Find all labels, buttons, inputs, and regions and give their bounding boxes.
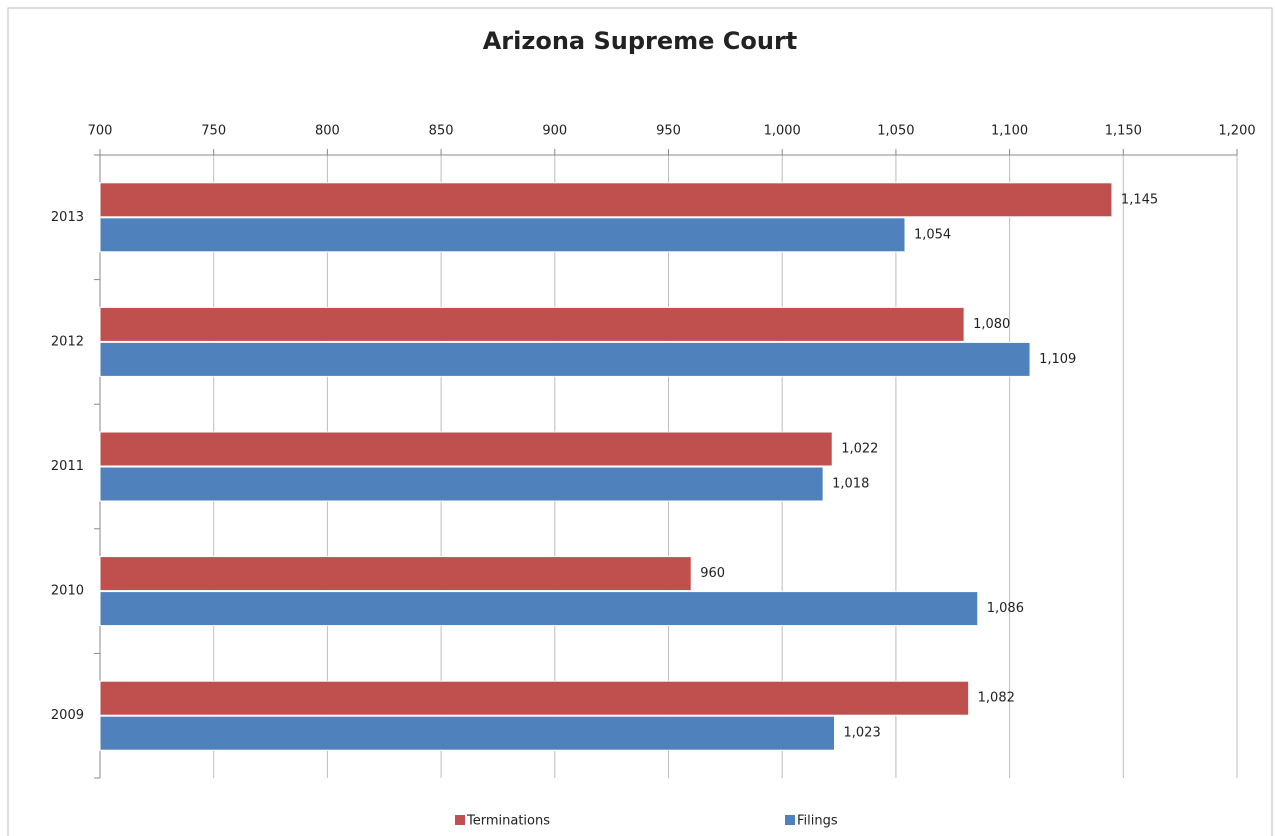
x-tick-label: 1,200 — [1218, 124, 1255, 139]
x-tick-label: 1,100 — [991, 124, 1028, 139]
bar — [99, 341, 1031, 377]
data-label: 1,086 — [987, 601, 1024, 616]
bar — [99, 715, 836, 751]
legend-swatch — [455, 815, 465, 825]
x-tick-label: 700 — [88, 124, 113, 139]
data-label: 1,022 — [841, 442, 878, 457]
bar — [99, 182, 1113, 218]
bar — [99, 431, 833, 467]
data-label: 1,023 — [844, 726, 881, 741]
bar — [99, 466, 824, 502]
x-tick-label: 900 — [542, 124, 567, 139]
x-tick-label: 950 — [656, 124, 681, 139]
data-label: 1,054 — [914, 227, 951, 242]
y-tick-label: 2009 — [51, 708, 84, 723]
y-tick-label: 2010 — [51, 584, 84, 599]
x-tick-label: 1,000 — [764, 124, 801, 139]
legend-label: Filings — [797, 814, 838, 829]
bar — [99, 217, 906, 253]
legend-label: Terminations — [466, 814, 550, 829]
legend-swatch — [785, 815, 795, 825]
data-label: 1,018 — [832, 477, 869, 492]
bar — [99, 680, 970, 716]
data-label: 1,109 — [1039, 352, 1076, 367]
bar — [99, 556, 692, 592]
y-tick-label: 2013 — [51, 210, 84, 225]
y-tick-label: 2012 — [51, 334, 84, 349]
data-label: 1,080 — [973, 317, 1010, 332]
x-tick-label: 800 — [315, 124, 340, 139]
chart-title: Arizona Supreme Court — [483, 27, 798, 55]
bar — [99, 591, 979, 627]
data-label: 1,082 — [978, 691, 1015, 706]
bar — [99, 306, 965, 342]
x-tick-label: 750 — [201, 124, 226, 139]
x-tick-label: 850 — [429, 124, 454, 139]
x-tick-label: 1,050 — [877, 124, 914, 139]
data-label: 1,145 — [1121, 192, 1158, 207]
x-tick-label: 1,150 — [1105, 124, 1142, 139]
y-tick-label: 2011 — [51, 459, 84, 474]
data-label: 960 — [700, 566, 725, 581]
